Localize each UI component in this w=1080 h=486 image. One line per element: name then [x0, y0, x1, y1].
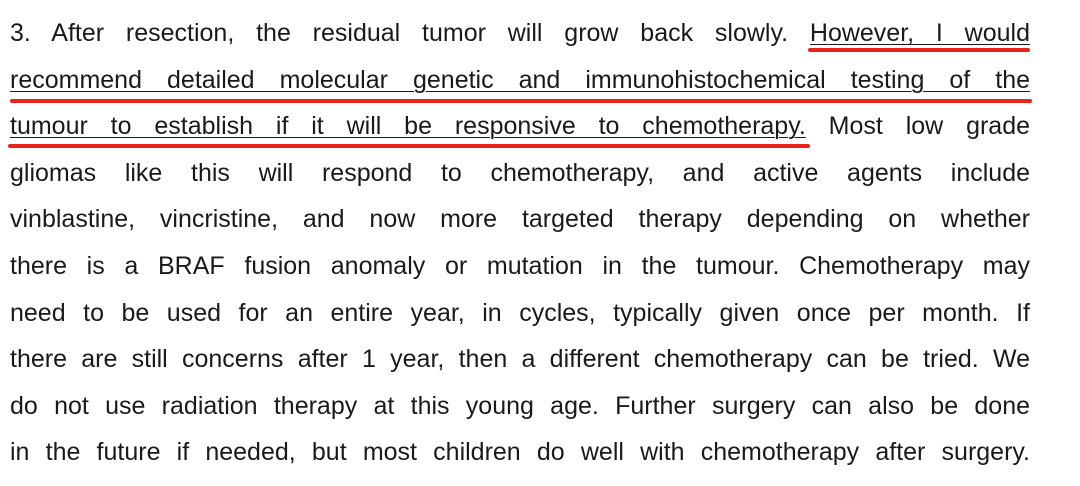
- highlighted-text: tumour to establish if it will be respon…: [10, 112, 806, 141]
- text-segment: do not use radiation therapy at this you…: [10, 391, 1030, 420]
- text-line: do not use radiation therapy at this you…: [10, 383, 1030, 430]
- highlighted-text: However, I would: [809, 19, 1030, 47]
- text-line: tumour to establish if it will be respon…: [10, 103, 1030, 150]
- red-underline-annotation: [10, 99, 1032, 103]
- text-line: in the future if needed, but most childr…: [10, 429, 1030, 476]
- text-segment: 3. After resection, the residual tumor w…: [10, 19, 810, 47]
- text-line: 3. After resection, the residual tumor w…: [10, 10, 1030, 57]
- text-line: gliomas like this will respond to chemot…: [10, 150, 1030, 197]
- text-segment: Most low grade: [805, 112, 1031, 141]
- red-underline-annotation: [8, 144, 810, 148]
- text-segment: gliomas like this will respond to chemot…: [10, 158, 1030, 187]
- text-segment: vinblastine, vincristine, and now more t…: [10, 205, 1030, 234]
- text-line: there is a BRAF fusion anomaly or mutati…: [10, 243, 1030, 290]
- text-segment: there are still concerns after 1 year, t…: [10, 345, 1030, 374]
- document-paragraph: 3. After resection, the residual tumor w…: [10, 10, 1030, 476]
- text-line: need to be used for an entire year, in c…: [10, 290, 1030, 337]
- text-line: vinblastine, vincristine, and now more t…: [10, 196, 1030, 243]
- text-segment: there is a BRAF fusion anomaly or mutati…: [10, 251, 1030, 280]
- text-segment: need to be used for an entire year, in c…: [10, 298, 1030, 327]
- red-underline-annotation: [808, 48, 1030, 52]
- text-line: recommend detailed molecular genetic and…: [10, 57, 1030, 104]
- highlighted-text: recommend detailed molecular genetic and…: [10, 65, 1030, 94]
- text-line: there are still concerns after 1 year, t…: [10, 336, 1030, 383]
- text-segment: in the future if needed, but most childr…: [10, 438, 1030, 467]
